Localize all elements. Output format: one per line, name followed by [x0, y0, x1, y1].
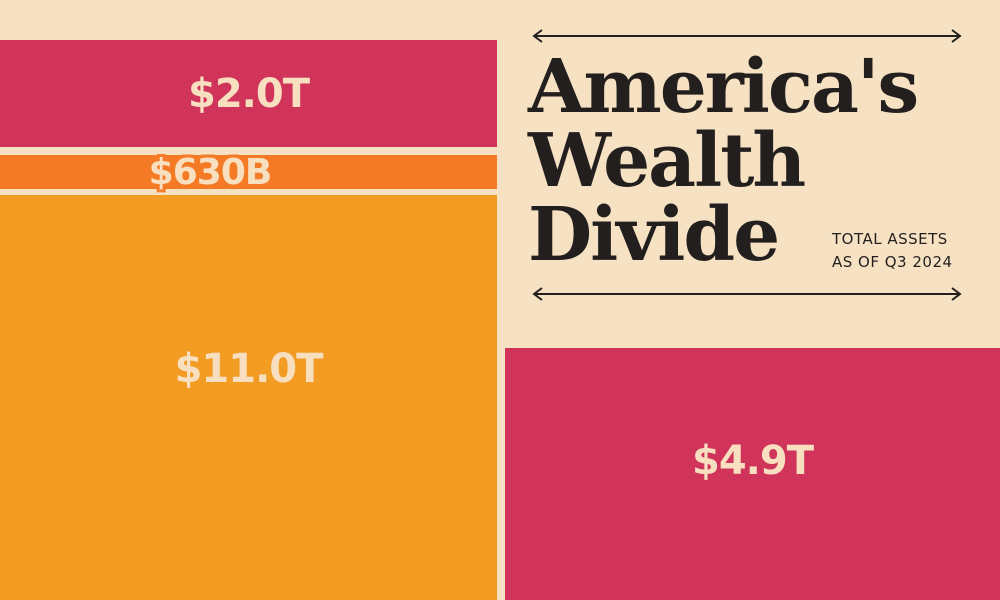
subtitle-line-1: TOTAL ASSETS: [832, 230, 948, 248]
block-right: $4.9T: [505, 348, 1000, 600]
block-top-value: $2.0T: [188, 70, 310, 117]
block-big: $11.0T: [0, 195, 497, 600]
double-arrow-icon: [532, 29, 962, 43]
subtitle-line-2: AS OF Q3 2024: [832, 253, 953, 271]
block-right-value: $4.9T: [692, 438, 814, 484]
block-thin: [0, 155, 497, 189]
chart-title: America's Wealth Divide: [528, 50, 988, 272]
title-line-3: Divide: [528, 192, 780, 278]
block-thin-value: $630B: [148, 151, 273, 193]
chart-subtitle: TOTAL ASSETS AS OF Q3 2024: [832, 228, 992, 274]
block-big-value: $11.0T: [174, 345, 324, 392]
title-line-2: Wealth: [528, 118, 806, 204]
title-line-1: America's: [528, 44, 919, 130]
block-top: $2.0T: [0, 40, 497, 147]
double-arrow-icon: [532, 287, 962, 301]
